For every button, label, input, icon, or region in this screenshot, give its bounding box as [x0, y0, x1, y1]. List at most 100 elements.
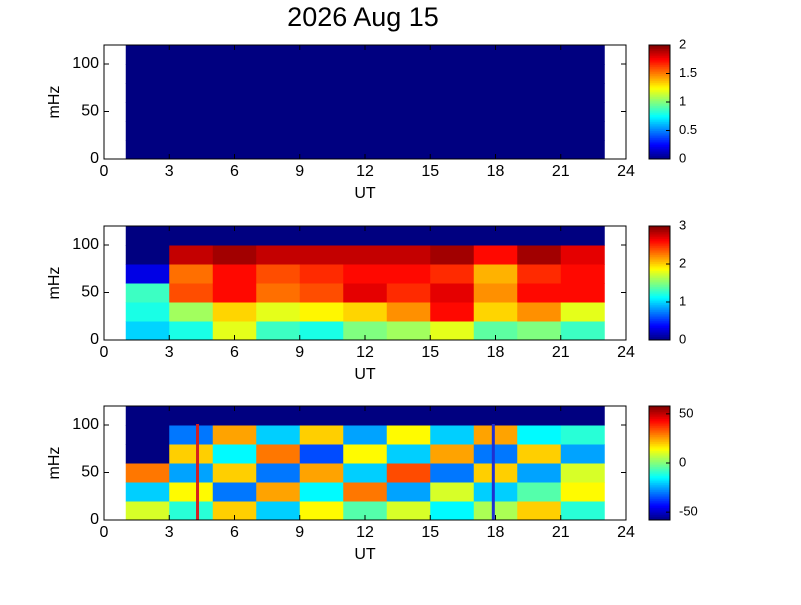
heat-cell: [386, 121, 431, 141]
heat-cell: [169, 482, 214, 502]
colorbar-cell: [649, 80, 670, 83]
colorbar-cell: [649, 450, 670, 453]
heat-cell: [560, 102, 605, 122]
x-tick-label: 9: [295, 163, 304, 180]
colorbar-tick-label: 3: [679, 217, 686, 232]
colorbar-cell: [649, 454, 670, 457]
colorbar-cell: [649, 94, 670, 98]
colorbar-cell: [649, 274, 670, 277]
x-axis-label: UT: [354, 546, 376, 563]
heat-cell: [212, 444, 257, 464]
heat-cell: [299, 45, 344, 65]
heat-cell: [125, 482, 170, 502]
heat-cell: [386, 302, 431, 322]
heat-cell: [343, 245, 388, 265]
colorbar-cell: [649, 270, 670, 273]
colorbar-cell: [649, 107, 670, 110]
colorbar-cell: [649, 110, 670, 114]
colorbar-cell: [649, 459, 670, 462]
x-tick-label: 12: [356, 163, 374, 180]
colorbar-cell: [649, 464, 670, 468]
colorbar-cell: [649, 484, 670, 487]
colorbar-cell: [649, 336, 670, 339]
heat-cell: [386, 406, 431, 426]
heat-cell: [473, 121, 518, 141]
x-tick-label: 6: [230, 344, 239, 361]
heat-cell: [517, 406, 562, 426]
heat-cell: [517, 425, 562, 445]
heat-cell: [473, 245, 518, 265]
heat-cell: [517, 140, 562, 160]
heat-cell: [430, 302, 475, 322]
heat-cell: [560, 406, 605, 426]
colorbar-cell: [649, 436, 670, 439]
heat-cell: [299, 140, 344, 160]
heat-cell: [212, 321, 257, 341]
heat-cell: [125, 264, 170, 284]
colorbar-cell: [649, 229, 670, 232]
colorbar-cell: [649, 64, 670, 67]
colorbar-cell: [649, 439, 670, 443]
heat-cell: [517, 321, 562, 341]
colorbar-tick-label: 1: [679, 93, 686, 108]
colorbar-cell: [649, 254, 670, 257]
colorbar-cell: [649, 151, 670, 155]
heat-cell: [343, 264, 388, 284]
heat-cell: [212, 283, 257, 303]
colorbar-cell: [649, 302, 670, 305]
heat-cell: [299, 302, 344, 322]
colorbar-cell: [649, 470, 670, 473]
colorbar-cell: [649, 509, 670, 512]
heat-cell: [299, 501, 344, 521]
colorbar-cell: [649, 112, 670, 115]
x-tick-label: 3: [165, 163, 174, 180]
heat-cell: [560, 226, 605, 246]
colorbar-cell: [649, 477, 670, 480]
colorbar-cell: [649, 498, 670, 501]
heat-cell: [386, 264, 431, 284]
colorbar-cell: [649, 48, 670, 51]
colorbar-cell: [649, 157, 670, 160]
heat-cell: [343, 283, 388, 303]
x-tick-label: 21: [552, 524, 570, 541]
heat-cell: [343, 302, 388, 322]
heat-cell: [386, 463, 431, 483]
colorbar-cell: [649, 496, 670, 500]
colorbar-cell: [649, 155, 670, 158]
colorbar-cell: [649, 418, 670, 421]
heat-cell: [430, 425, 475, 445]
x-tick-label: 21: [552, 344, 570, 361]
colorbar-cell: [649, 420, 670, 423]
colorbar-tick-label: 50: [679, 405, 693, 420]
colorbar-cell: [649, 495, 670, 498]
colorbar-cell: [649, 82, 670, 85]
colorbar-cell: [649, 411, 670, 414]
colorbar-cell: [649, 291, 670, 295]
colorbar-cell: [649, 87, 670, 91]
heat-cell: [125, 406, 170, 426]
heat-cell: [386, 321, 431, 341]
heat-cell: [212, 45, 257, 65]
colorbar-cell: [649, 331, 670, 334]
colorbar-cell: [649, 406, 670, 409]
heat-cell: [343, 140, 388, 160]
colorbar-cell: [649, 73, 670, 76]
heat-cell: [169, 83, 214, 103]
heat-cell: [256, 482, 301, 502]
heat-cell: [343, 425, 388, 445]
heat-cell: [169, 140, 214, 160]
colorbar-cell: [649, 231, 670, 234]
colorbar-cell: [649, 150, 670, 153]
colorbar-cell: [649, 130, 670, 133]
y-axis-label: mHz: [46, 86, 63, 119]
y-tick-label: 50: [81, 284, 99, 301]
y-tick-label: 100: [72, 416, 99, 433]
colorbar-cell: [649, 425, 670, 428]
colorbar-cell: [649, 135, 670, 139]
colorbar-cell: [649, 493, 670, 496]
heat-cell: [256, 406, 301, 426]
colorbar-cell: [649, 146, 670, 149]
heat-cell: [386, 64, 431, 84]
colorbar-cell: [649, 103, 670, 107]
colorbar-cell: [649, 309, 670, 312]
